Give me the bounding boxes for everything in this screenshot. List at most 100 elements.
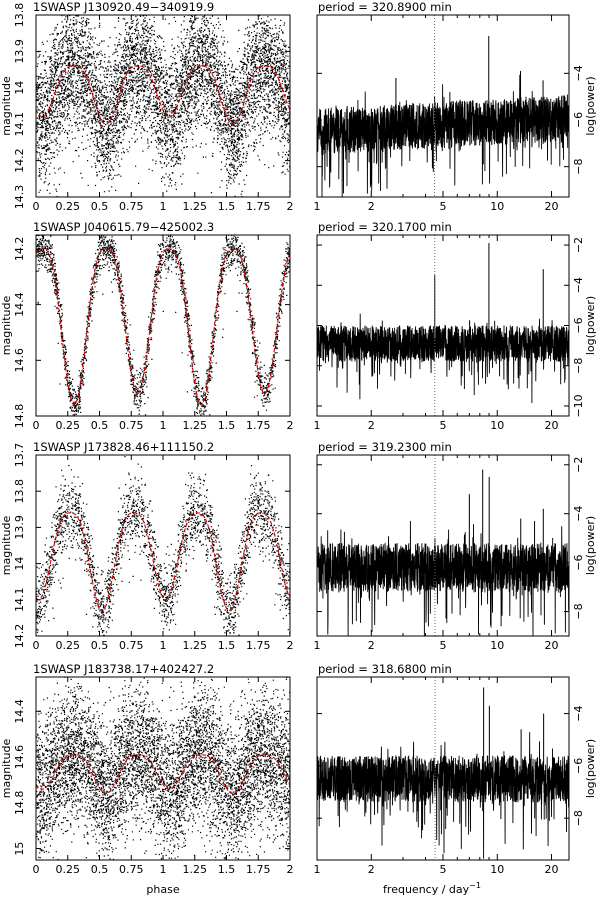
x-tick-label: 5 — [440, 419, 447, 432]
x-tick-label: 1 — [314, 419, 321, 432]
lightcurve-points-4 — [36, 677, 290, 860]
y-axis-label: log(power) — [584, 296, 597, 355]
y-tick-label: 14.1 — [13, 588, 26, 613]
lightcurve-title: 1SWASP J040615.79−425002.3 — [33, 220, 214, 234]
y-tick-label: −6 — [572, 758, 585, 774]
x-tick-label: 1.25 — [183, 419, 208, 432]
y-tick-label: 14.8 — [13, 404, 26, 429]
x-tick-label: 2 — [287, 863, 294, 876]
x-tick-label: 1.25 — [183, 863, 208, 876]
y-tick-label: 14.6 — [13, 348, 26, 373]
y-tick-label: −10 — [572, 394, 585, 417]
x-tick-label: 0 — [33, 419, 40, 432]
y-tick-label: −6 — [572, 112, 585, 128]
y-tick-label: 13.8 — [13, 3, 26, 28]
lightcurve-points-3 — [36, 456, 290, 636]
x-tick-label: 2 — [368, 419, 375, 432]
xlabel-frequency-text: frequency / day — [383, 883, 470, 896]
y-tick-label: −8 — [572, 810, 585, 826]
y-axis-label: log(power) — [584, 739, 597, 798]
x-tick-label: 2 — [368, 200, 375, 213]
lightcurve-points-1 — [36, 15, 290, 197]
x-tick-label: 1.75 — [246, 639, 271, 652]
y-tick-label: 14.1 — [13, 112, 26, 137]
y-tick-label: 14 — [13, 557, 26, 571]
x-tick-label: 1 — [314, 639, 321, 652]
x-tick-label: 1 — [160, 639, 167, 652]
x-tick-label: 10 — [490, 419, 504, 432]
x-tick-label: 0.25 — [56, 200, 81, 213]
x-tick-label: 1 — [314, 863, 321, 876]
x-tick-label: 10 — [490, 200, 504, 213]
lightcurve-model-3 — [36, 512, 290, 612]
y-axis-label: log(power) — [584, 516, 597, 575]
y-tick-label: −4 — [572, 705, 585, 721]
x-tick-label: 20 — [545, 863, 559, 876]
lightcurve-panel-3: 0 0.25 0.5 0.75 1 1.25 1.5 1.75 2 13.7 13.8 13.9 14 1… — [0, 440, 294, 652]
xlabel-phase: phase — [146, 883, 179, 896]
x-tick-label: 0 — [33, 200, 40, 213]
y-tick-label: −4 — [572, 277, 585, 293]
y-axis-label: magnitude — [0, 739, 13, 799]
periodogram-trace-4 — [317, 732, 569, 859]
y-tick-label: −4 — [572, 506, 585, 522]
lightcurve-points-2 — [36, 235, 290, 416]
lightcurve-panel-4: 0 0.25 0.5 0.75 1 1.25 1.5 1.75 2 14.4 14.6 14.8 15 m… — [0, 662, 294, 876]
y-tick-label: 14.4 — [13, 292, 26, 317]
x-tick-label: 1.75 — [246, 200, 271, 213]
x-tick-label: 1 — [160, 863, 167, 876]
x-tick-label: 10 — [490, 863, 504, 876]
y-axis-label: magnitude — [0, 76, 13, 136]
y-tick-label: 15 — [13, 842, 26, 856]
y-tick-label: 14.2 — [13, 148, 26, 173]
periodogram-frame-2 — [316, 234, 570, 417]
y-tick-label: −2 — [572, 237, 585, 253]
x-tick-label: 20 — [545, 639, 559, 652]
x-tick-label: 0.75 — [119, 200, 144, 213]
x-tick-label: 20 — [545, 200, 559, 213]
lightcurve-panel-2: 0 0.25 0.5 0.75 1 1.25 1.5 1.75 2 14.2 14.4 14.6 14.… — [0, 220, 294, 432]
periodogram-panel-2: 1 2 5 10 20 −2 −4 −6 −8 −10 log(power) period = 320… — [314, 220, 598, 432]
xlabel-frequency: frequency / day−1 — [383, 881, 481, 896]
x-tick-label: 1.5 — [218, 419, 236, 432]
lightcurve-title: 1SWASP J183738.17+402427.2 — [33, 662, 214, 676]
x-tick-label: 1.5 — [218, 200, 236, 213]
y-tick-label: 14.3 — [13, 185, 26, 210]
y-tick-label: −6 — [572, 555, 585, 571]
x-tick-label: 2 — [368, 863, 375, 876]
x-tick-label: 5 — [440, 200, 447, 213]
y-axis-label: magnitude — [0, 516, 13, 576]
x-tick-label: 1.75 — [246, 863, 271, 876]
x-tick-label: 2 — [287, 419, 294, 432]
y-tick-label: 14.4 — [13, 699, 26, 724]
x-tick-label: 1.25 — [183, 200, 208, 213]
x-tick-label: 0.75 — [119, 419, 144, 432]
x-tick-label: 0.75 — [119, 639, 144, 652]
x-tick-label: 0.5 — [91, 639, 109, 652]
y-axis-label: log(power) — [584, 76, 597, 135]
periodogram-title: period = 319.2300 min — [318, 440, 452, 454]
x-tick-label: 1.5 — [218, 639, 236, 652]
y-tick-label: 13.9 — [13, 39, 26, 64]
x-tick-label: 0 — [33, 863, 40, 876]
y-tick-label: 14.6 — [13, 745, 26, 770]
x-tick-label: 5 — [440, 639, 447, 652]
y-tick-label: −2 — [572, 457, 585, 473]
x-tick-label: 2 — [287, 639, 294, 652]
x-tick-label: 0.25 — [56, 419, 81, 432]
y-tick-label: −8 — [572, 603, 585, 619]
x-tick-label: 1.5 — [218, 863, 236, 876]
y-tick-label: 13.9 — [13, 515, 26, 540]
x-tick-label: 10 — [490, 639, 504, 652]
lightcurve-panel-1: 0 0.25 0.5 0.75 1 1.25 1.5 1.75 2 13.8 13.9 14 14.1 1… — [0, 0, 294, 213]
y-tick-label: −4 — [572, 65, 585, 81]
y-tick-label: 13.8 — [13, 479, 26, 504]
y-tick-label: 14.2 — [13, 237, 26, 262]
periodogram-trace-1 — [317, 74, 569, 197]
xlabel-frequency-exp: −1 — [469, 881, 481, 890]
x-tick-label: 1 — [314, 200, 321, 213]
periodogram-title: period = 320.1700 min — [318, 220, 452, 234]
x-tick-label: 5 — [440, 863, 447, 876]
periodogram-panel-3: 1 2 5 10 20 −2 −4 −6 −8 log(power) period = 319.23… — [314, 440, 598, 652]
